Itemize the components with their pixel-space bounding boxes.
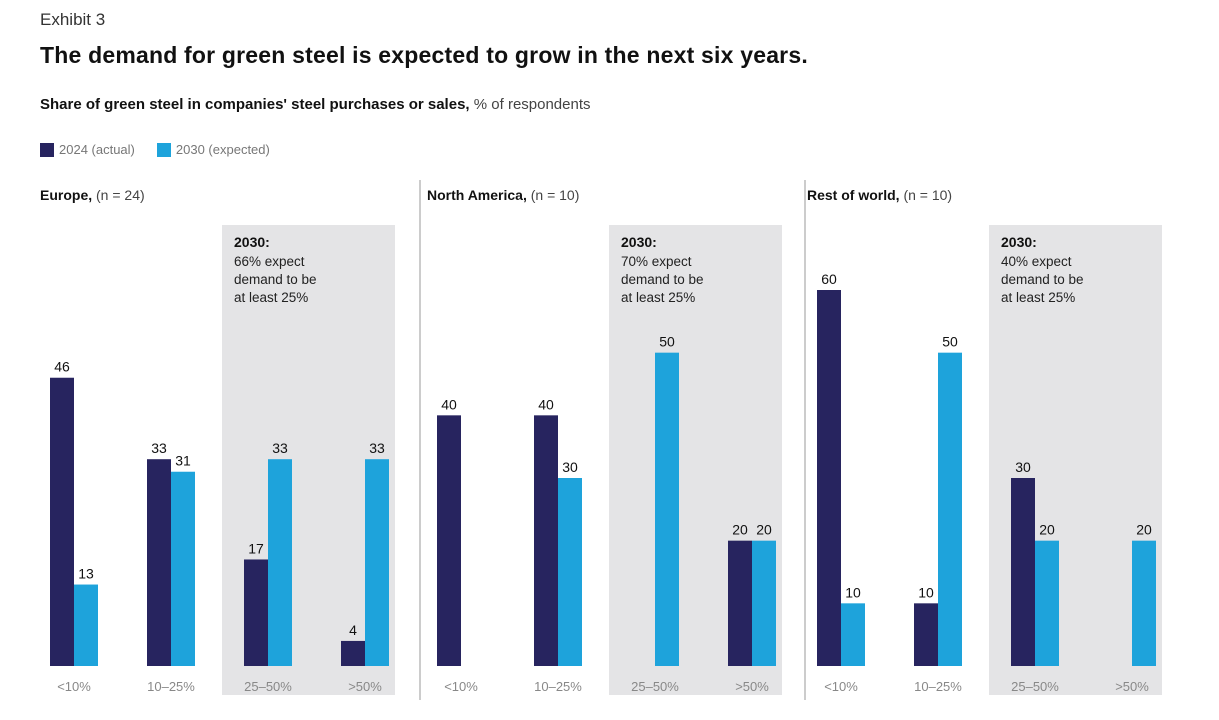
- data-label: 17: [248, 540, 264, 556]
- bar-2030: [171, 471, 195, 666]
- category-label: 10–25%: [914, 679, 962, 694]
- data-label: 4: [349, 622, 357, 638]
- category-label: 25–50%: [631, 679, 679, 694]
- data-label: 40: [538, 396, 554, 412]
- data-label: 33: [272, 440, 288, 456]
- subtitle-unit: % of respondents: [473, 96, 591, 113]
- category-label: 25–50%: [1011, 679, 1059, 694]
- legend-label-2030: 2030 (expected): [175, 142, 270, 157]
- data-label: 20: [732, 522, 748, 538]
- data-label: 33: [369, 440, 385, 456]
- panel-title: Rest of world, (n = 10): [807, 187, 952, 203]
- data-label: 31: [175, 453, 191, 469]
- panel-n: (n = 24): [96, 187, 145, 203]
- bar-2030: [655, 352, 679, 666]
- panel-region: North America,: [427, 187, 531, 203]
- note-heading: 2030:: [621, 234, 657, 250]
- category-label: <10%: [444, 679, 478, 694]
- data-label: 46: [54, 359, 70, 375]
- data-label: 10: [845, 584, 861, 600]
- subtitle-main: Share of green steel in companies' steel…: [40, 96, 470, 113]
- legend-label-2024: 2024 (actual): [59, 142, 135, 157]
- category-label: 10–25%: [534, 679, 582, 694]
- legend-item-2024: 2024 (actual): [40, 142, 135, 157]
- bar-2030: [365, 459, 389, 666]
- category-label: <10%: [57, 679, 91, 694]
- bar-2024: [817, 290, 841, 666]
- legend-swatch-2024: [40, 142, 54, 157]
- legend-item-2030: 2030 (expected): [156, 142, 270, 157]
- bar-2030: [1132, 540, 1156, 666]
- note-line: demand to be: [234, 272, 317, 287]
- panel-n: (n = 10): [531, 187, 580, 203]
- category-label: 25–50%: [244, 679, 292, 694]
- data-label: 30: [562, 459, 578, 475]
- data-label: 50: [942, 334, 958, 350]
- bar-2030: [841, 603, 865, 666]
- note-heading: 2030:: [1001, 234, 1037, 250]
- data-label: 20: [1136, 522, 1152, 538]
- bar-2024: [244, 559, 268, 666]
- bar-2030: [938, 352, 962, 666]
- bar-2024: [1011, 478, 1035, 666]
- note-line: 70% expect: [621, 254, 692, 269]
- note-line: at least 25%: [1001, 290, 1075, 305]
- bar-2024: [147, 459, 171, 666]
- panel-title: North America, (n = 10): [427, 187, 579, 203]
- category-label: >50%: [1115, 679, 1149, 694]
- data-label: 40: [441, 396, 457, 412]
- category-label: 10–25%: [147, 679, 195, 694]
- bar-2024: [534, 415, 558, 666]
- chart-title: The demand for green steel is expected t…: [40, 42, 808, 68]
- note-line: demand to be: [1001, 272, 1084, 287]
- bar-2024: [728, 540, 752, 666]
- panel-region: Rest of world,: [807, 187, 903, 203]
- bar-2030: [752, 540, 776, 666]
- bar-2024: [914, 603, 938, 666]
- bar-2030: [268, 459, 292, 666]
- data-label: 10: [918, 584, 934, 600]
- category-label: <10%: [824, 679, 858, 694]
- data-label: 33: [151, 440, 167, 456]
- note-line: 40% expect: [1001, 254, 1072, 269]
- panel-n: (n = 10): [903, 187, 952, 203]
- category-label: >50%: [735, 679, 769, 694]
- note-line: at least 25%: [621, 290, 695, 305]
- bar-2030: [74, 584, 98, 666]
- chart-subtitle: Share of green steel in companies' steel…: [40, 96, 591, 113]
- bar-2024: [437, 415, 461, 666]
- legend: 2024 (actual) 2030 (expected): [40, 142, 270, 157]
- note-heading: 2030:: [234, 234, 270, 250]
- bar-2024: [341, 640, 365, 666]
- note-line: 66% expect: [234, 254, 305, 269]
- bar-2024: [50, 377, 74, 666]
- data-label: 20: [756, 522, 772, 538]
- bar-2030: [558, 478, 582, 666]
- data-label: 50: [659, 334, 675, 350]
- exhibit-label: Exhibit 3: [40, 10, 106, 29]
- bar-2030: [1035, 540, 1059, 666]
- panel-region: Europe,: [40, 187, 96, 203]
- data-label: 60: [821, 271, 837, 287]
- data-label: 30: [1015, 459, 1031, 475]
- note-line: at least 25%: [234, 290, 308, 305]
- data-label: 13: [78, 566, 94, 582]
- note-line: demand to be: [621, 272, 704, 287]
- category-label: >50%: [348, 679, 382, 694]
- legend-swatch-2030: [156, 142, 171, 157]
- panel-title: Europe, (n = 24): [40, 187, 145, 203]
- data-label: 20: [1039, 522, 1055, 538]
